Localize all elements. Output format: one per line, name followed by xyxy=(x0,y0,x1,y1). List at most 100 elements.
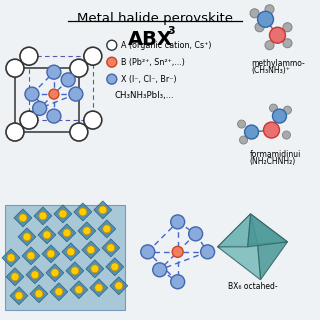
Text: Metal halide perovskite: Metal halide perovskite xyxy=(77,12,233,25)
Circle shape xyxy=(237,120,245,128)
Polygon shape xyxy=(74,203,92,221)
Polygon shape xyxy=(10,287,28,305)
Polygon shape xyxy=(38,226,56,244)
Circle shape xyxy=(51,269,59,277)
Polygon shape xyxy=(22,247,40,265)
Text: BX₆ octahed-: BX₆ octahed- xyxy=(228,282,277,291)
Circle shape xyxy=(244,125,259,139)
Circle shape xyxy=(47,109,61,123)
Polygon shape xyxy=(218,244,260,280)
Polygon shape xyxy=(54,205,72,223)
Circle shape xyxy=(95,284,103,292)
Circle shape xyxy=(47,65,61,79)
Text: ABX: ABX xyxy=(128,30,172,49)
Polygon shape xyxy=(94,201,112,219)
Text: A (organic cation, Cs⁺): A (organic cation, Cs⁺) xyxy=(121,41,211,50)
Circle shape xyxy=(15,292,23,300)
Circle shape xyxy=(59,210,67,218)
Text: methylammo-: methylammo- xyxy=(252,59,305,68)
Circle shape xyxy=(141,245,155,259)
Circle shape xyxy=(283,39,292,48)
Circle shape xyxy=(20,111,38,129)
Circle shape xyxy=(83,227,91,235)
Circle shape xyxy=(240,136,248,144)
Circle shape xyxy=(283,23,292,32)
Text: 3: 3 xyxy=(168,26,175,36)
Circle shape xyxy=(84,47,102,65)
Circle shape xyxy=(107,57,117,67)
Circle shape xyxy=(39,212,47,220)
Circle shape xyxy=(70,59,88,77)
Circle shape xyxy=(27,252,35,260)
Polygon shape xyxy=(42,245,60,263)
Circle shape xyxy=(255,23,264,32)
Circle shape xyxy=(153,263,167,277)
Circle shape xyxy=(47,250,55,258)
Polygon shape xyxy=(46,264,64,282)
Bar xyxy=(5,205,125,310)
Circle shape xyxy=(263,122,279,138)
Circle shape xyxy=(107,244,115,252)
Circle shape xyxy=(75,286,83,294)
Circle shape xyxy=(269,27,285,43)
Polygon shape xyxy=(98,220,116,238)
Circle shape xyxy=(61,73,75,87)
Text: formamidinui: formamidinui xyxy=(250,150,301,159)
Polygon shape xyxy=(86,260,104,278)
Circle shape xyxy=(19,214,27,222)
Polygon shape xyxy=(106,258,124,276)
Circle shape xyxy=(31,271,39,279)
Circle shape xyxy=(35,290,43,298)
Circle shape xyxy=(7,254,15,262)
Text: CH₃NH₃PbI₃,...: CH₃NH₃PbI₃,... xyxy=(115,91,174,100)
Circle shape xyxy=(71,267,79,275)
Polygon shape xyxy=(78,222,96,240)
Circle shape xyxy=(91,265,99,273)
Circle shape xyxy=(201,245,215,259)
Polygon shape xyxy=(90,279,108,297)
Polygon shape xyxy=(248,214,287,247)
Polygon shape xyxy=(218,214,258,247)
Circle shape xyxy=(43,231,51,239)
Polygon shape xyxy=(14,209,32,227)
Polygon shape xyxy=(26,266,44,284)
Polygon shape xyxy=(218,214,251,247)
Polygon shape xyxy=(62,243,80,261)
Circle shape xyxy=(172,246,183,257)
Polygon shape xyxy=(70,281,88,299)
Circle shape xyxy=(23,233,31,241)
Circle shape xyxy=(70,123,88,141)
Circle shape xyxy=(20,47,38,65)
Circle shape xyxy=(283,131,291,139)
Circle shape xyxy=(103,225,111,233)
Circle shape xyxy=(25,87,39,101)
Circle shape xyxy=(6,59,24,77)
Circle shape xyxy=(84,111,102,129)
Polygon shape xyxy=(82,241,100,259)
Circle shape xyxy=(6,123,24,141)
Polygon shape xyxy=(258,242,287,280)
Polygon shape xyxy=(30,285,48,303)
Circle shape xyxy=(79,208,87,216)
Circle shape xyxy=(265,41,274,50)
Polygon shape xyxy=(251,214,287,244)
Polygon shape xyxy=(50,283,68,301)
Circle shape xyxy=(67,248,75,256)
Circle shape xyxy=(11,273,19,281)
Circle shape xyxy=(115,282,123,290)
Polygon shape xyxy=(58,224,76,242)
Circle shape xyxy=(111,263,119,271)
Circle shape xyxy=(258,11,274,27)
Text: B (Pb²⁺, Sn²⁺,...): B (Pb²⁺, Sn²⁺,...) xyxy=(121,58,185,67)
Polygon shape xyxy=(2,249,20,267)
Circle shape xyxy=(87,246,95,254)
Circle shape xyxy=(269,104,277,112)
Circle shape xyxy=(284,106,292,114)
Polygon shape xyxy=(34,207,52,225)
Circle shape xyxy=(171,215,185,229)
Polygon shape xyxy=(110,277,128,295)
Circle shape xyxy=(63,229,71,237)
Polygon shape xyxy=(6,268,24,286)
Polygon shape xyxy=(102,239,120,257)
Circle shape xyxy=(171,275,185,289)
